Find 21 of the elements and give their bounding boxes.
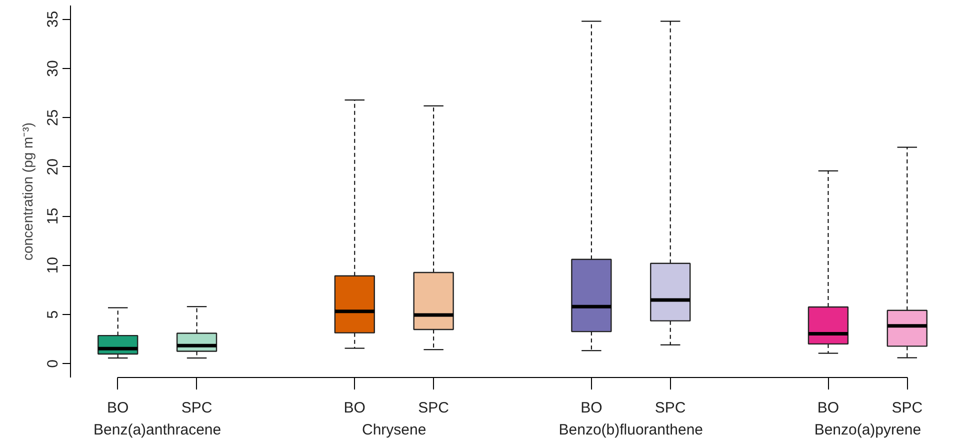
y-tick-label: 25: [44, 109, 62, 126]
text: Benz(a)anthracene: [94, 422, 222, 438]
y-tick-label: 0: [44, 360, 62, 368]
x-tick-label: BO: [344, 400, 366, 416]
text: Benzo(b)fluoranthene: [558, 422, 704, 438]
text: Benzo(a)pyrene: [814, 422, 922, 438]
x-tick-label: SPC: [181, 400, 212, 416]
x-tick-label: SPC: [654, 400, 686, 416]
y-tick-label: 30: [44, 60, 62, 77]
y-tick-label: 10: [44, 256, 62, 274]
y-tick-label: 5: [44, 310, 62, 319]
y-axis-title: concentration (pg m⁻³): [20, 122, 36, 261]
x-tick-label: SPC: [418, 400, 450, 416]
y-tick-label: 20: [44, 158, 62, 176]
x-tick-label: BO: [107, 400, 129, 416]
x-tick-label: BO: [580, 400, 602, 416]
y-tick-label: 15: [44, 208, 62, 224]
x-tick-label: BO: [817, 400, 840, 416]
y-tick-label: 35: [44, 10, 62, 28]
x-tick-label: SPC: [892, 400, 923, 416]
text: Chrysene: [362, 422, 426, 438]
